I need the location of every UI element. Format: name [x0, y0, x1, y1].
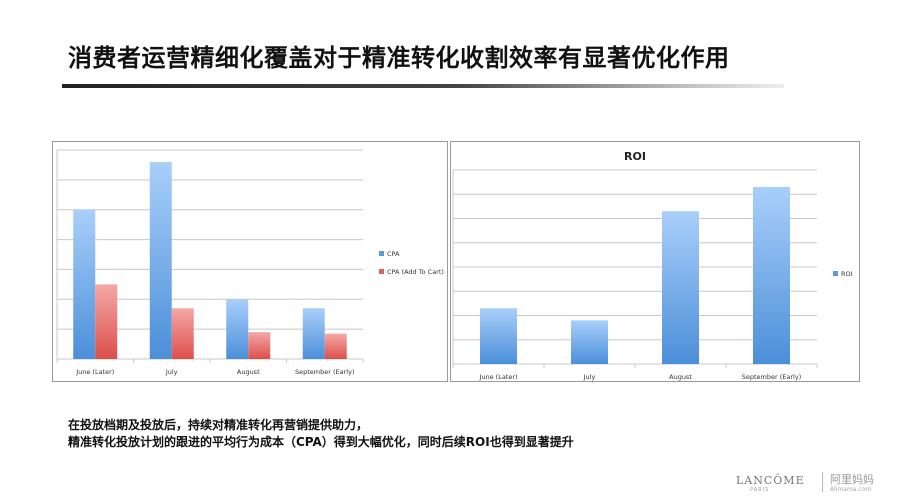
cpa-chart-panel: June (Later) July August September (Early) C…	[52, 141, 448, 382]
x-tick-label: June (Later)	[478, 373, 517, 381]
x-tick-label: September (Early)	[742, 373, 801, 381]
alimama-logo: 阿里妈妈	[830, 473, 874, 486]
roi-chart: ROI June (Later) July August September (Earl…	[452, 150, 853, 381]
legend-label-roi: ROI	[841, 270, 853, 278]
x-tick-label: July	[165, 368, 178, 376]
bar-cpa-add-to-cart-june-later	[95, 284, 118, 359]
chart-title: ROI	[624, 150, 646, 163]
footer-line-2: 精准转化投放计划的跟进的平均行为成本（CPA）得到大幅优化，同时后续ROI也得到…	[68, 435, 574, 449]
page-title: 消费者运营精细化覆盖对于精准转化收割效率有显著优化作用	[68, 44, 730, 72]
lancome-logo: LANCÔME	[736, 474, 805, 487]
roi-chart-panel: ROI June (Later) July August September (Earl…	[450, 141, 860, 382]
bar-cpa-add-to-cart-september-early	[324, 333, 347, 359]
bar-roi-august	[662, 211, 699, 364]
logo-divider	[822, 472, 823, 492]
alimama-logo-sub: Alimama.com	[830, 486, 872, 493]
bar-roi-june-later	[480, 308, 517, 364]
title-underline	[62, 84, 784, 88]
footer-line-1: 在投放档期及投放后，持续对精准转化再营销提供助力，	[68, 418, 369, 432]
x-tick-label: September (Early)	[295, 368, 354, 376]
bar-cpa-june-later	[73, 209, 96, 359]
x-tick-label: August	[669, 373, 692, 381]
legend-label-cpa: CPA	[387, 250, 400, 258]
legend-swatch-cpa	[379, 251, 384, 256]
bar-cpa-august	[226, 299, 249, 359]
x-tick-label: August	[237, 368, 260, 376]
bar-cpa-add-to-cart-july	[171, 308, 194, 359]
bar-roi-july	[571, 320, 608, 364]
bar-roi-september-early	[753, 186, 790, 364]
footer-text: 在投放档期及投放后，持续对精准转化再营销提供助力， 精准转化投放计划的跟进的平均…	[68, 417, 574, 451]
legend-label-cpa-add-to-cart: CPA (Add To Cart)	[387, 268, 444, 276]
x-tick-label: June (Later)	[75, 368, 114, 376]
legend-swatch-roi	[833, 271, 838, 276]
bar-cpa-september-early	[302, 308, 325, 359]
bar-cpa-add-to-cart-august	[248, 332, 271, 359]
cpa-chart: June (Later) July August September (Early) C…	[56, 149, 444, 376]
bar-cpa-july	[149, 161, 172, 359]
legend-swatch-cpa-add-to-cart	[379, 269, 384, 274]
x-tick-label: July	[583, 373, 596, 381]
lancome-logo-sub: PARIS	[750, 487, 770, 493]
